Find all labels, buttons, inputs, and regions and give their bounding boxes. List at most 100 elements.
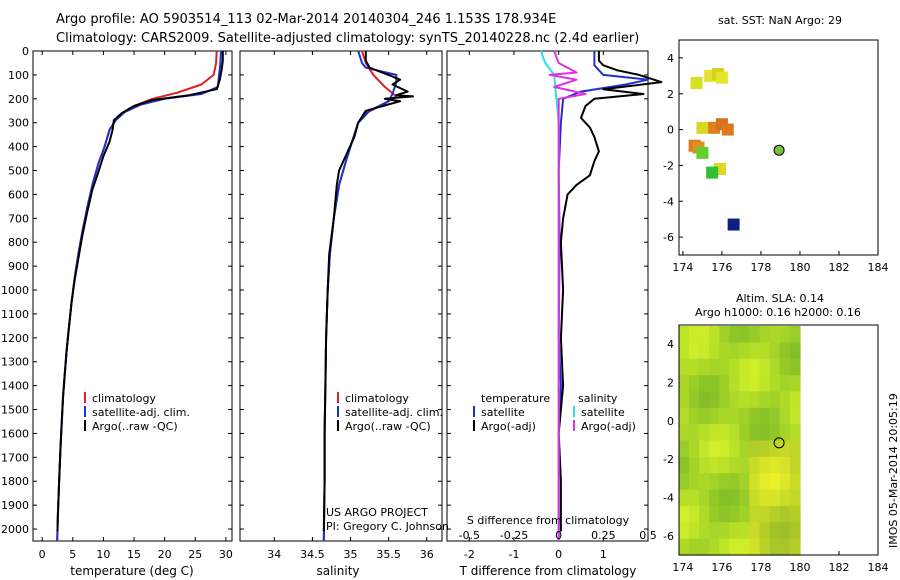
sla-cell [689, 375, 700, 393]
sla-cell [759, 391, 771, 409]
sla-cell [729, 522, 740, 540]
top-tick-label: 0.25 [591, 529, 616, 542]
salinity-xlabel: salinity [316, 564, 359, 578]
sla-cell [779, 456, 791, 474]
sla-cell [719, 456, 730, 474]
sla-cell [699, 391, 710, 409]
sla-cell [749, 456, 761, 474]
salinity-panel [239, 50, 443, 542]
series-t-satellite [557, 51, 649, 541]
sla-cell [678, 326, 690, 343]
depth-tick-label: 1900 [1, 499, 29, 512]
depth-tick-label: 1400 [1, 380, 29, 393]
sla-cell [709, 424, 720, 442]
y-tick-label: 4 [667, 52, 674, 65]
sla-cell [739, 440, 751, 458]
sla-cell [729, 473, 740, 491]
sla-cell [709, 473, 720, 491]
sla-cell [779, 326, 791, 343]
legend-s-argo: Argo(-adj) [581, 420, 636, 433]
x-tick-label: 35 [344, 548, 358, 561]
sla-cell [759, 522, 771, 540]
sla-cell [789, 440, 801, 458]
sla-map-title-line1: Altim. SLA: 0.14 [736, 292, 824, 305]
depth-tick-label: 900 [8, 260, 29, 273]
sla-cell [739, 538, 751, 556]
sla-cell [678, 440, 690, 458]
top-tick-label: -0.25 [500, 529, 528, 542]
temperature-legend: climatology satellite-adj. clim. Argo(..… [84, 392, 190, 433]
depth-tick-label: 700 [8, 212, 29, 225]
sla-cell [719, 473, 730, 491]
sla-cell [779, 407, 791, 425]
legend-temperature-title: temperature [481, 392, 550, 405]
sla-cell [719, 424, 730, 442]
sst-map-plot: 174 176 178 180 182 184 4 2 0 -2 -4 -6 [663, 52, 888, 274]
sst-point [721, 123, 734, 136]
sla-cell [699, 440, 710, 458]
sla-cell [769, 407, 781, 425]
x-tick-label: 30 [219, 548, 233, 561]
sla-cell [769, 358, 781, 376]
sla-cell [729, 538, 740, 556]
x-tick-label: 1 [600, 548, 607, 561]
x-tick-label: 174 [672, 261, 693, 274]
sst-map-title: sat. SST: NaN Argo: 29 [718, 14, 842, 27]
sla-cell [678, 522, 690, 540]
sst-point [690, 77, 703, 89]
sla-cell [749, 326, 761, 343]
sla-cell [739, 391, 751, 409]
credit-project: US ARGO PROJECT [326, 506, 428, 519]
sla-cell [779, 473, 791, 491]
sst-point [708, 121, 721, 134]
depth-tick-label: 1300 [1, 356, 29, 369]
y-tick-label: -4 [663, 195, 674, 208]
legend-climatology: climatology [345, 392, 409, 405]
sla-cell [769, 489, 781, 507]
y-tick-label: 0 [667, 124, 674, 137]
depth-tick-label: 100 [8, 69, 29, 82]
sla-cell [719, 440, 730, 458]
sla-cell [689, 505, 700, 523]
sla-cell [678, 407, 690, 425]
sla-cell [719, 326, 730, 343]
x-tick-label: 35.5 [376, 548, 401, 561]
sla-map-plot: 174 176 178 180 182 184 4 2 0 -2 -4 -6 [663, 324, 889, 574]
temperature-xlabel: temperature (deg C) [70, 564, 193, 578]
sla-cell [769, 522, 781, 540]
sla-cell [759, 456, 771, 474]
sla-cell [709, 342, 720, 360]
sla-cell [709, 505, 720, 523]
difference-legend: temperature salinity satellite Argo(-adj… [473, 392, 636, 433]
sla-cell [759, 326, 771, 343]
sla-cell [689, 456, 700, 474]
sla-cell [779, 522, 791, 540]
sla-cell [759, 407, 771, 425]
sla-cell [789, 358, 801, 376]
difference-xlabel: T difference from climatology [459, 564, 637, 578]
series-argo-raw-qc- [56, 51, 224, 532]
sla-cell [699, 522, 710, 540]
sla-cell [759, 505, 771, 523]
sst-point [706, 166, 719, 179]
sla-cell [699, 505, 710, 523]
depth-tick-label: 300 [8, 117, 29, 130]
sla-cell [678, 358, 690, 376]
depth-tick-label: 1500 [1, 404, 29, 417]
y-tick-label: -6 [663, 530, 674, 543]
sla-cell [709, 538, 720, 556]
depth-tick-label: 800 [8, 236, 29, 249]
y-tick-label: -4 [663, 492, 674, 505]
sla-cell [689, 473, 700, 491]
sla-cell [689, 342, 700, 360]
sla-cell [689, 326, 700, 343]
depth-tick-label: 2000 [1, 523, 29, 536]
sla-cell [739, 342, 751, 360]
sla-cell [759, 473, 771, 491]
sla-cell [749, 391, 761, 409]
x-tick-label: 10 [96, 548, 110, 561]
x-tick-label: 178 [750, 261, 771, 274]
sla-cell [729, 505, 740, 523]
sla-cell [699, 375, 710, 393]
sla-cell [709, 358, 720, 376]
